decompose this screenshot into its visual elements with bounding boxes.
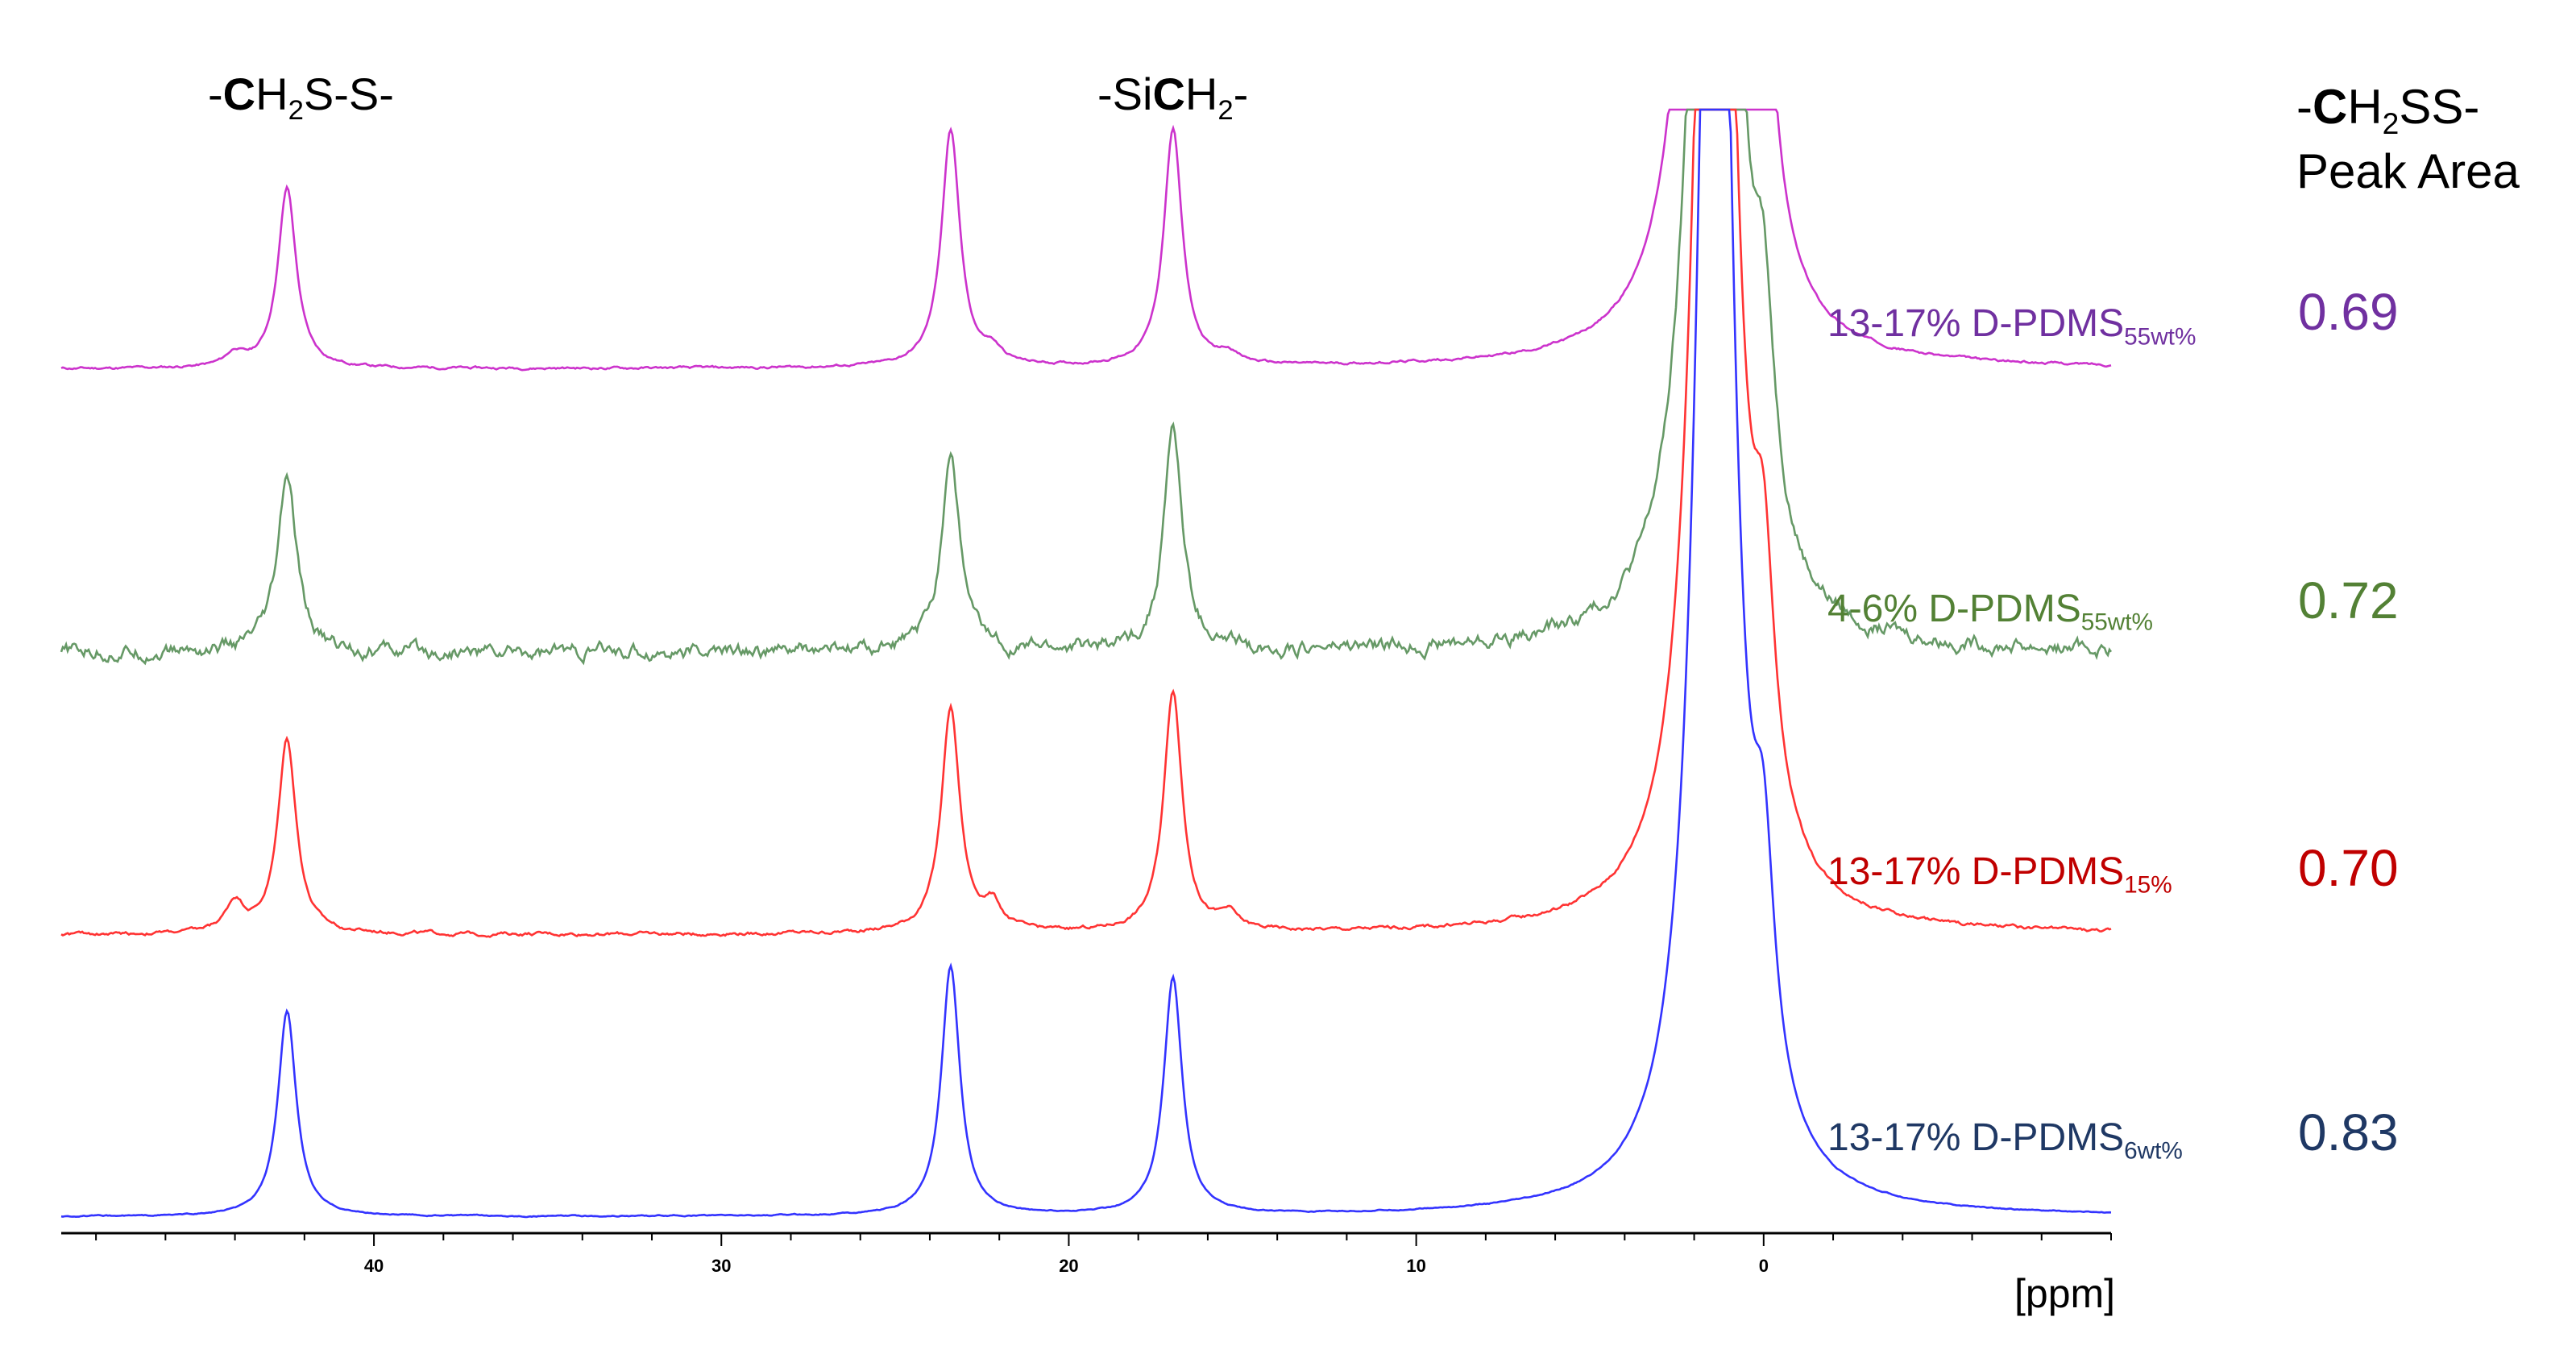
sample-label-1: 13-17% D-PDMS55wt% [1827, 302, 2196, 351]
peak-label-sich2: -SiCH2- [1097, 69, 1249, 127]
spectrum-trace-3 [60, 108, 2112, 938]
sample-label-2: 4-6% D-PDMS55wt% [1827, 588, 2154, 636]
peak-area-header: -CH2SS- Peak Area [2296, 80, 2520, 199]
peak-label-ch2ss: -CH2S-S- [208, 69, 394, 127]
x-tick-label-30: 30 [711, 1256, 731, 1276]
spectrum-trace-1 [60, 108, 2112, 372]
x-tick-label-0: 0 [1759, 1256, 1769, 1276]
peak-area-value-3: 0.70 [2298, 839, 2399, 897]
x-tick-label-20: 20 [1059, 1256, 1078, 1276]
x-tick-label-40: 40 [364, 1256, 384, 1276]
spectrum-trace-4 [60, 108, 2112, 1219]
sample-label-4: 13-17% D-PDMS6wt% [1827, 1116, 2183, 1165]
peak-area-value-4: 0.83 [2298, 1103, 2399, 1161]
peak-area-value-2: 0.72 [2298, 571, 2399, 629]
peak-area-value-1: 0.69 [2298, 283, 2399, 341]
sample-label-3: 13-17% D-PDMS15% [1827, 850, 2172, 899]
x-tick-label-10: 10 [1406, 1256, 1425, 1276]
x-axis-label: [ppm] [2014, 1271, 2116, 1316]
spectrum-trace-2 [60, 108, 2113, 666]
